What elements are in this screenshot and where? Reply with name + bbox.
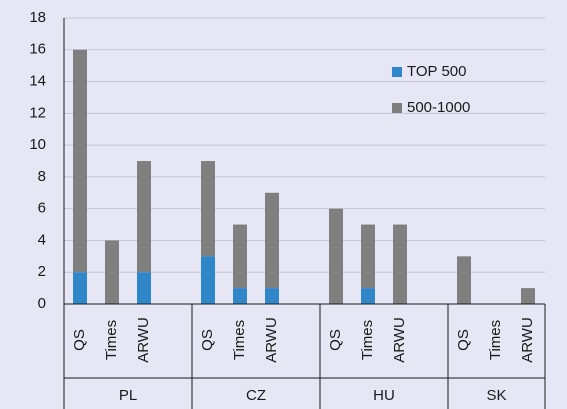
x-tick-label: QS [327,329,344,351]
legend-label: 500-1000 [407,99,470,116]
bar-segment [521,288,535,304]
bar-segment [233,224,247,289]
bar-segment [329,208,343,304]
y-tick-label: 8 [38,168,46,185]
group-label: SK [486,387,506,404]
y-tick-label: 18 [29,9,46,26]
x-tick-label: ARWU [263,317,280,363]
bar-segment [361,288,375,304]
bar-segment [201,161,215,257]
bar-segment [361,224,375,289]
group-label: HU [373,387,395,404]
y-tick-label: 12 [29,104,46,121]
y-tick-label: 10 [29,136,46,153]
y-tick-label: 2 [38,263,46,280]
group-label: PL [119,387,137,404]
bar-segment [73,49,87,273]
x-tick-label: QS [455,329,472,351]
y-tick-label: 6 [38,200,46,217]
bar-segment [105,240,119,304]
x-tick-label: Times [103,320,120,360]
legend-label: TOP 500 [407,63,467,80]
bar-segment [265,192,279,289]
y-tick-label: 14 [29,73,46,90]
y-tick-label: 16 [29,41,46,58]
group-label: CZ [246,387,266,404]
y-tick-label: 0 [38,295,46,312]
legend-swatch [392,103,402,113]
bar-segment [265,288,279,304]
x-tick-label: ARWU [519,317,536,363]
bar-segment [457,256,471,304]
x-tick-label: Times [487,320,504,360]
bar-segment [393,224,407,304]
x-tick-label: ARWU [391,317,408,363]
bar-segment [137,272,151,304]
x-tick-label: Times [231,320,248,360]
x-tick-label: ARWU [135,317,152,363]
bar-segment [73,272,87,304]
x-tick-label: QS [71,329,88,351]
y-tick-label: 4 [38,231,46,248]
bar-segment [233,288,247,304]
x-tick-label: Times [359,320,376,360]
bar-segment [201,256,215,304]
bar-segment [137,161,151,273]
legend-swatch [392,67,402,77]
x-tick-label: QS [199,329,216,351]
